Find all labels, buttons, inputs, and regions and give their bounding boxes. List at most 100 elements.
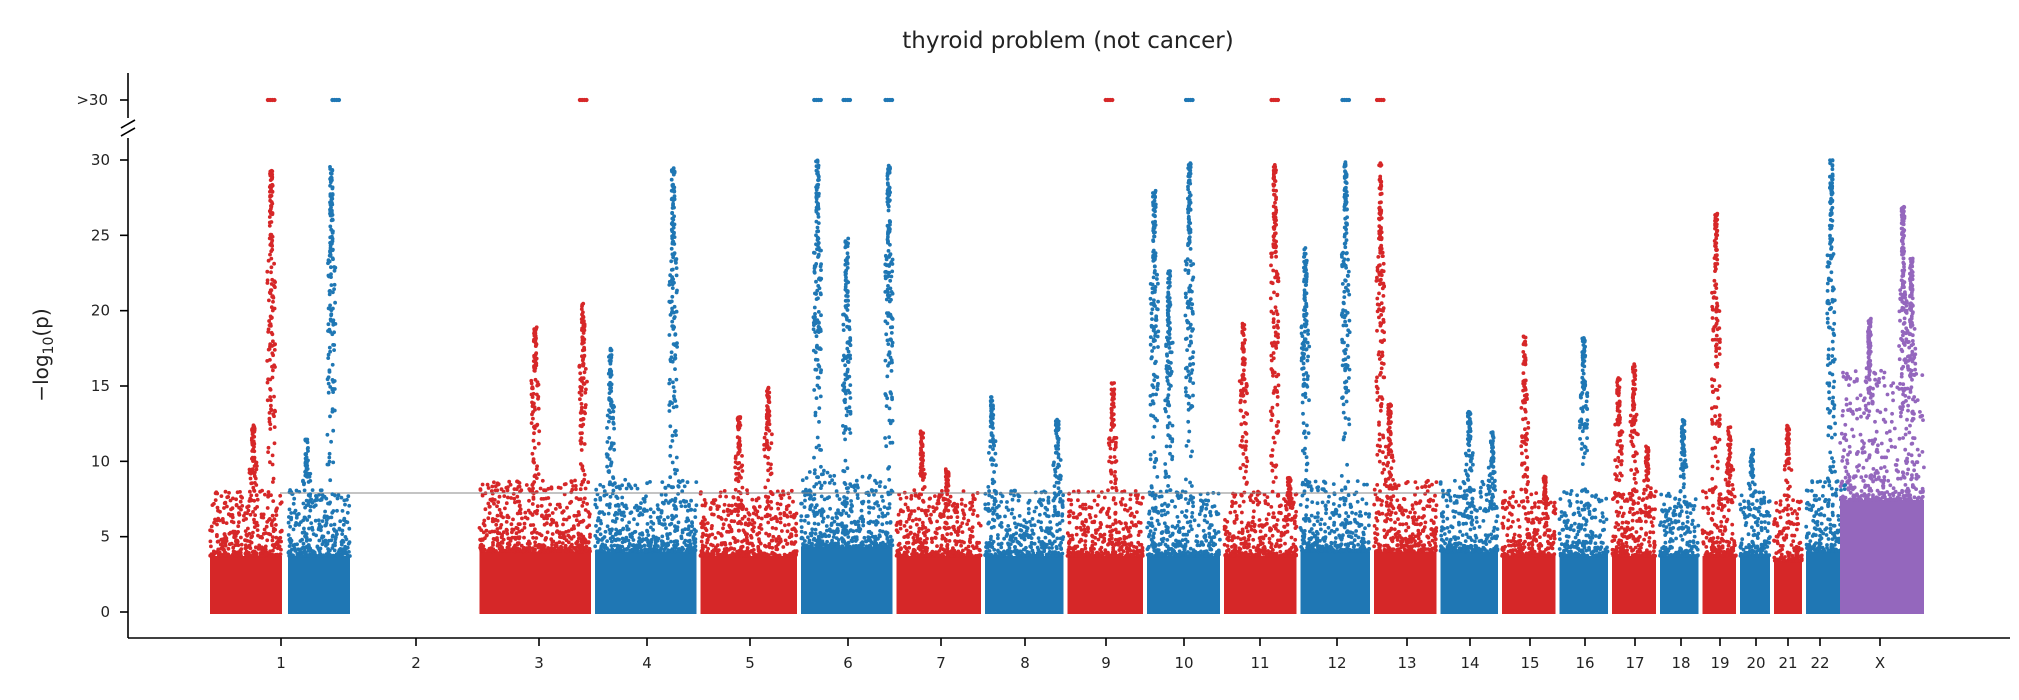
snp-point xyxy=(639,501,643,505)
snp-point xyxy=(270,535,275,539)
snp-point xyxy=(1096,494,1101,499)
snp-point xyxy=(992,525,996,529)
snp-point xyxy=(338,519,343,524)
snp-point xyxy=(1293,514,1298,518)
snp-point xyxy=(239,535,243,540)
snp-point xyxy=(620,495,625,500)
snp-point xyxy=(783,554,788,558)
snp-point xyxy=(1211,543,1216,547)
snp-point xyxy=(531,535,535,540)
snp-point xyxy=(867,521,872,526)
snp-point xyxy=(621,526,626,531)
snp-point xyxy=(1420,485,1424,489)
snp-point xyxy=(789,488,794,493)
snp-point xyxy=(1264,552,1269,557)
snp-point xyxy=(1397,533,1402,538)
snp-point xyxy=(1083,539,1088,543)
snp-point xyxy=(654,535,658,540)
snp-point xyxy=(1113,518,1118,523)
snp-point xyxy=(257,544,261,549)
snp-point xyxy=(1319,527,1323,532)
snp-point xyxy=(978,548,982,553)
snp-point xyxy=(320,519,325,523)
snp-point xyxy=(1102,532,1107,537)
snp-point xyxy=(859,508,864,513)
snp-point xyxy=(527,498,531,503)
snp-point xyxy=(1300,493,1305,498)
snp-point xyxy=(1226,538,1231,543)
snp-point xyxy=(1316,547,1321,552)
snp-point xyxy=(1422,543,1427,548)
snp-point xyxy=(320,542,325,547)
snp-point xyxy=(1339,542,1344,547)
snp-point xyxy=(495,527,500,531)
snp-point xyxy=(966,548,971,553)
snp-point xyxy=(874,481,879,485)
snp-point xyxy=(692,541,696,545)
snp-point xyxy=(293,523,298,528)
snp-point xyxy=(1191,551,1196,556)
snp-point xyxy=(288,549,293,554)
snp-point xyxy=(500,541,505,545)
snp-point xyxy=(1315,519,1320,523)
snp-point xyxy=(227,491,231,495)
snp-density-block xyxy=(801,546,893,614)
snp-point xyxy=(565,505,569,510)
snp-point xyxy=(598,483,603,487)
snp-point xyxy=(674,507,679,511)
y-tick-label: 0 xyxy=(100,603,110,621)
snp-point xyxy=(729,519,734,523)
snp-point xyxy=(1268,526,1272,531)
snp-point xyxy=(1128,534,1133,538)
snp-point xyxy=(679,534,684,539)
snp-point xyxy=(905,505,910,510)
snp-point xyxy=(509,496,513,500)
snp-point xyxy=(271,529,276,534)
snp-point xyxy=(1445,516,1450,521)
snp-point xyxy=(856,485,860,490)
snp-point xyxy=(1342,502,1347,507)
snp-point xyxy=(665,543,669,548)
snp-point xyxy=(1058,499,1062,504)
snp-point xyxy=(1194,539,1199,543)
snp-point xyxy=(1300,548,1304,553)
snp-point xyxy=(1334,536,1338,540)
snp-point xyxy=(1240,527,1245,532)
snp-point xyxy=(1240,510,1244,515)
snp-point xyxy=(645,508,649,513)
snp-point xyxy=(1475,520,1479,524)
snp-point xyxy=(1155,518,1160,523)
snp-point xyxy=(1039,503,1044,508)
snp-point xyxy=(1389,510,1394,515)
snp-density-block xyxy=(700,556,797,614)
snp-point xyxy=(1267,540,1272,545)
snp-point xyxy=(810,543,814,548)
snp-point xyxy=(1024,520,1029,525)
snp-point xyxy=(1251,500,1256,505)
snp-point xyxy=(494,549,498,553)
snp-point xyxy=(685,480,690,485)
snp-point xyxy=(1333,540,1338,545)
snp-point xyxy=(1329,528,1334,533)
snp-point xyxy=(1154,553,1158,558)
snp-point xyxy=(569,499,574,504)
snp-point xyxy=(558,486,563,490)
snp-point xyxy=(711,543,715,548)
snp-point xyxy=(866,499,871,504)
snp-point xyxy=(1323,503,1328,508)
snp-point xyxy=(908,525,913,529)
snp-point xyxy=(1278,549,1283,554)
snp-point xyxy=(215,533,219,537)
snp-point xyxy=(346,494,351,499)
snp-point xyxy=(335,508,339,513)
snp-point xyxy=(841,540,845,544)
snp-point xyxy=(571,534,576,539)
snp-point xyxy=(655,503,660,508)
snp-point xyxy=(975,540,979,545)
snp-point xyxy=(1388,517,1393,522)
snp-point xyxy=(1463,539,1468,543)
snp-point xyxy=(883,485,887,489)
snp-point xyxy=(1315,501,1320,506)
snp-point xyxy=(1121,527,1126,531)
snp-point xyxy=(701,532,706,537)
